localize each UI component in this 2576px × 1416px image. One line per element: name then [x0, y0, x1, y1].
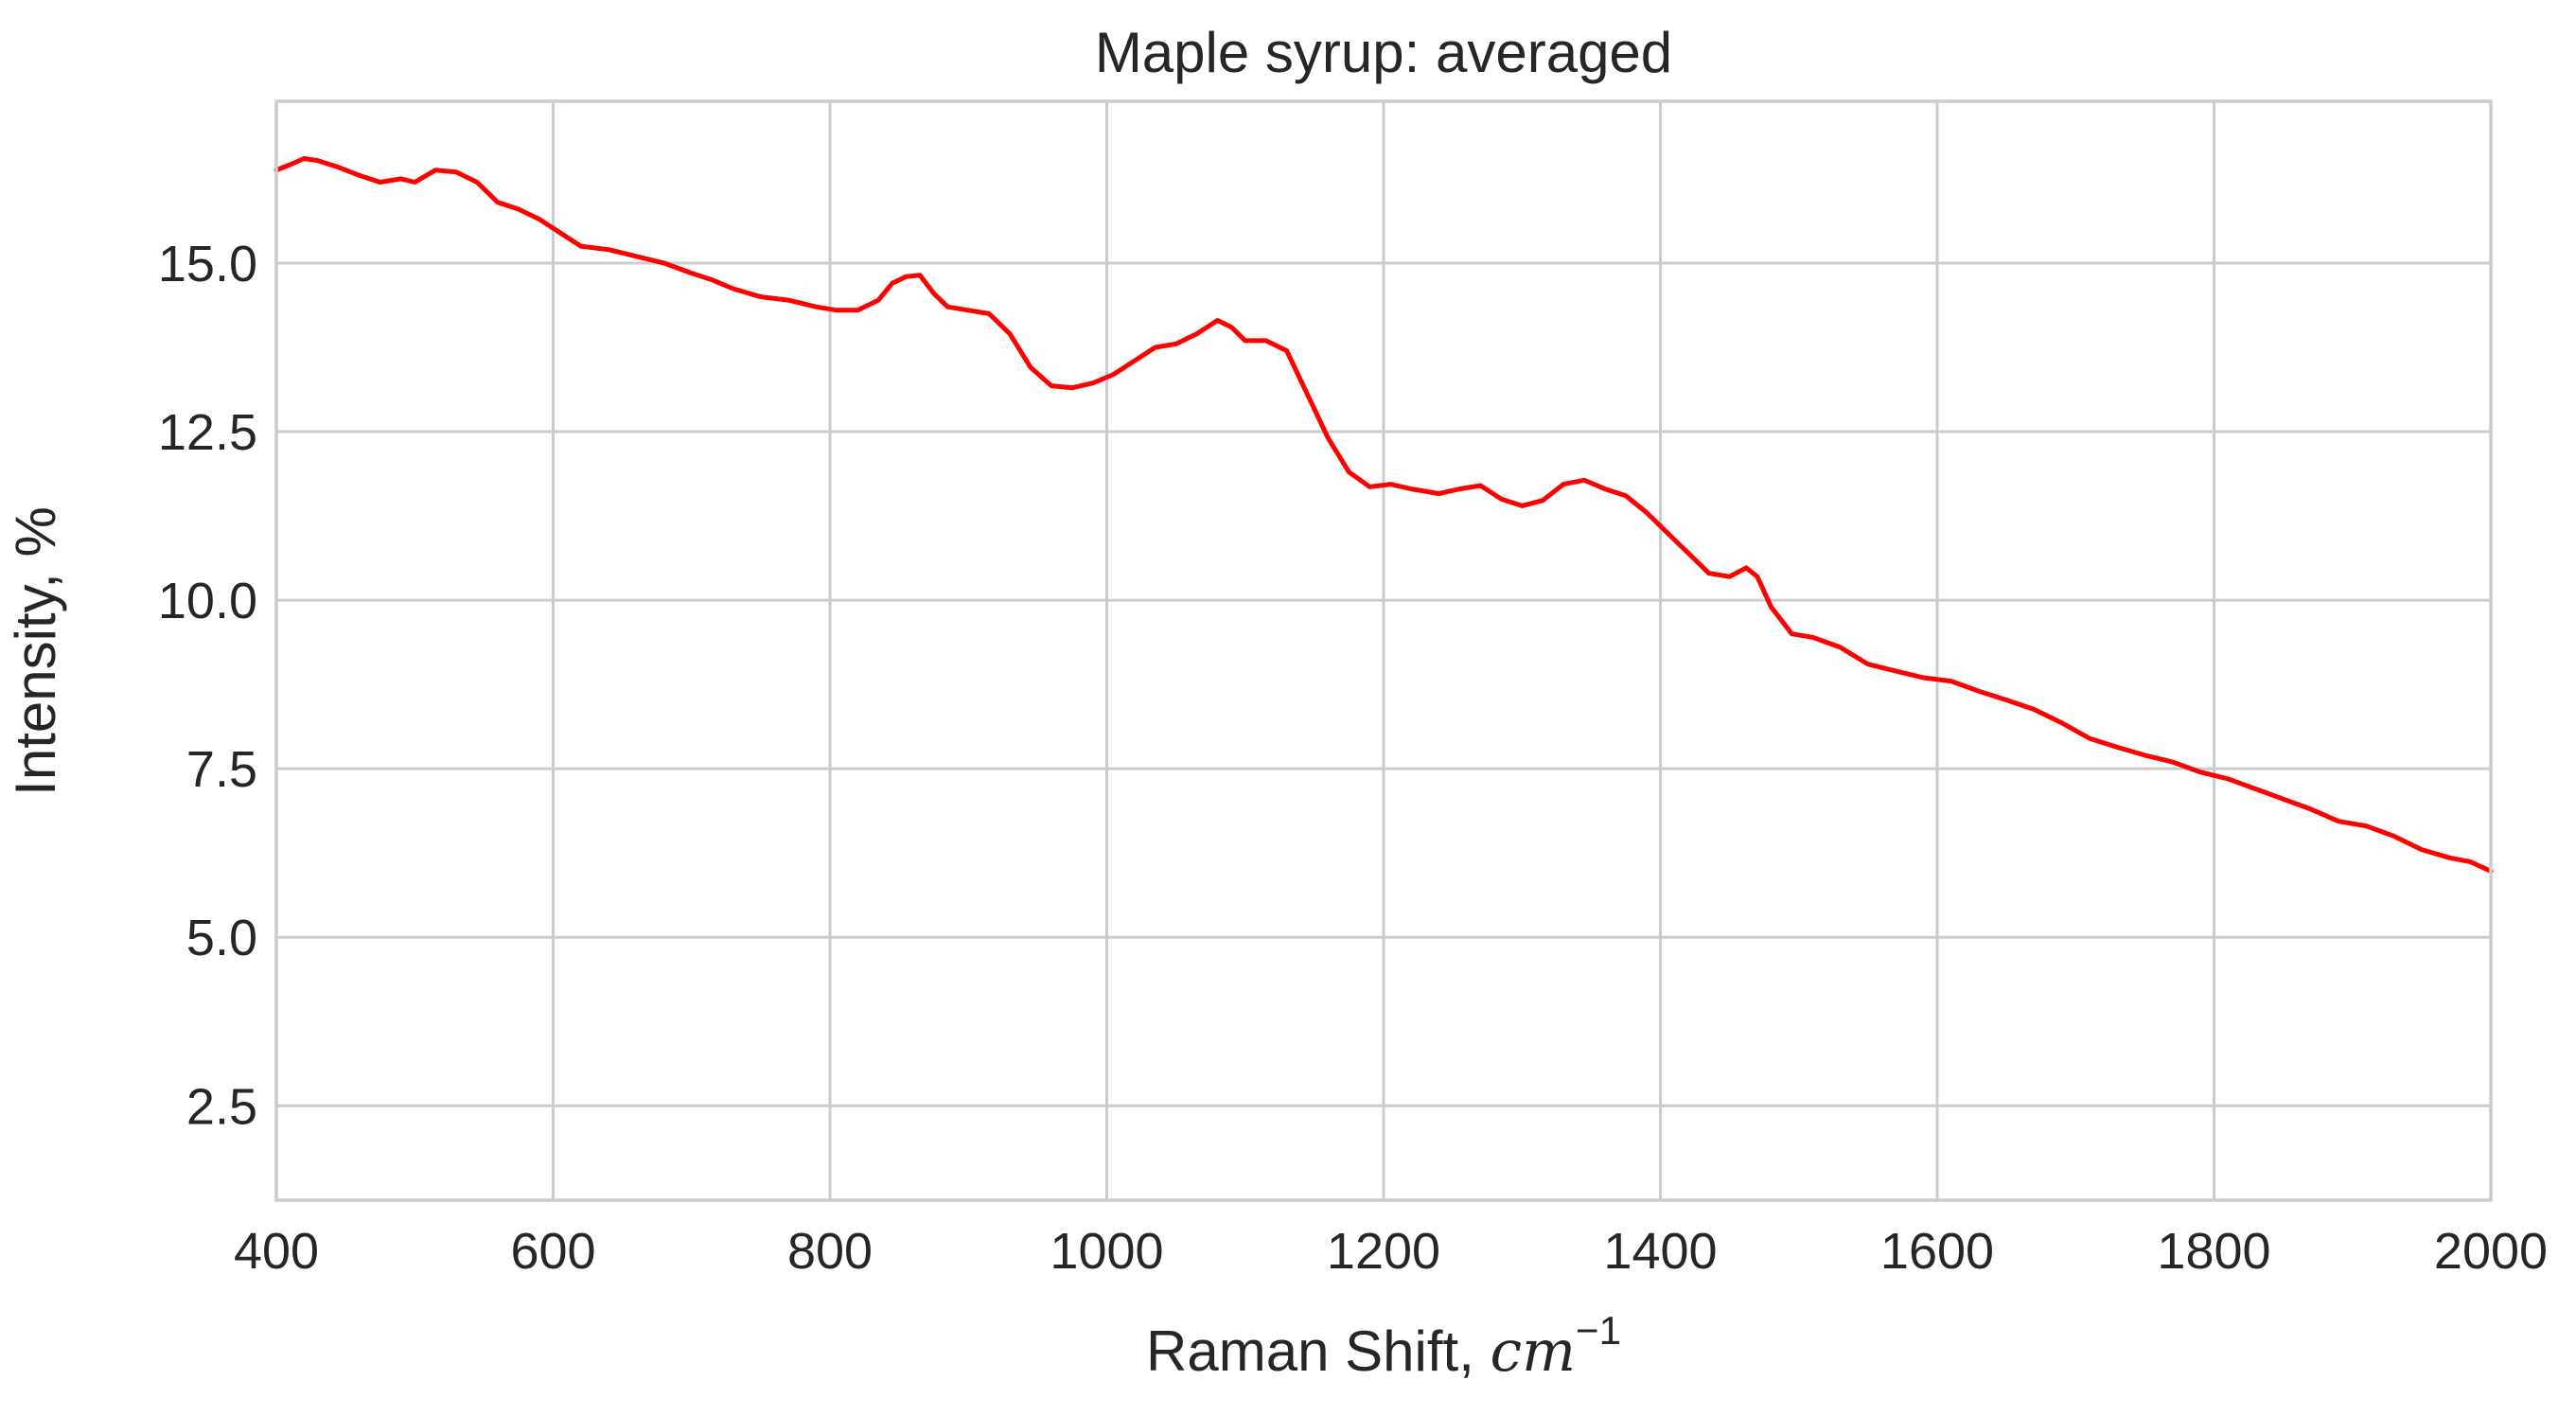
x-axis-label-text: Raman Shift,	[1146, 1319, 1491, 1383]
x-tick-label: 600	[510, 1223, 595, 1280]
plot-area	[273, 156, 2494, 874]
x-tick-label: 1200	[1327, 1223, 1440, 1280]
x-tick-label: 800	[787, 1223, 873, 1280]
x-tick-label: 1400	[1603, 1223, 1717, 1280]
y-tick-label: 15.0	[158, 236, 257, 292]
x-tick-label: 1800	[2157, 1223, 2270, 1280]
plot-frame	[274, 99, 2493, 1202]
x-axis-label: Raman Shift, cm−1	[1146, 1308, 1621, 1385]
y-tick-label: 10.0	[158, 573, 257, 629]
y-tick-label: 2.5	[186, 1078, 257, 1135]
chart-title: Maple syrup: averaged	[1095, 21, 1672, 84]
x-tick-label: 2000	[2434, 1223, 2548, 1280]
tick-labels: 400 600 800 1000 1200 1400 1600 1800 2000 2.5 5.0 7…	[158, 236, 2548, 1280]
grid-lines	[274, 101, 2493, 1200]
x-tick-label: 400	[234, 1223, 319, 1280]
series-line	[273, 156, 2494, 874]
y-axis-label: Intensity, %	[4, 506, 67, 796]
y-tick-label: 5.0	[186, 910, 257, 966]
y-tick-label: 12.5	[158, 404, 257, 461]
x-tick-label: 1000	[1050, 1223, 1163, 1280]
x-tick-label: 1600	[1880, 1223, 1994, 1280]
y-tick-label: 7.5	[186, 741, 257, 798]
x-axis-label-exponent: −1	[1576, 1308, 1621, 1353]
x-axis-label-math: cm	[1491, 1319, 1577, 1385]
